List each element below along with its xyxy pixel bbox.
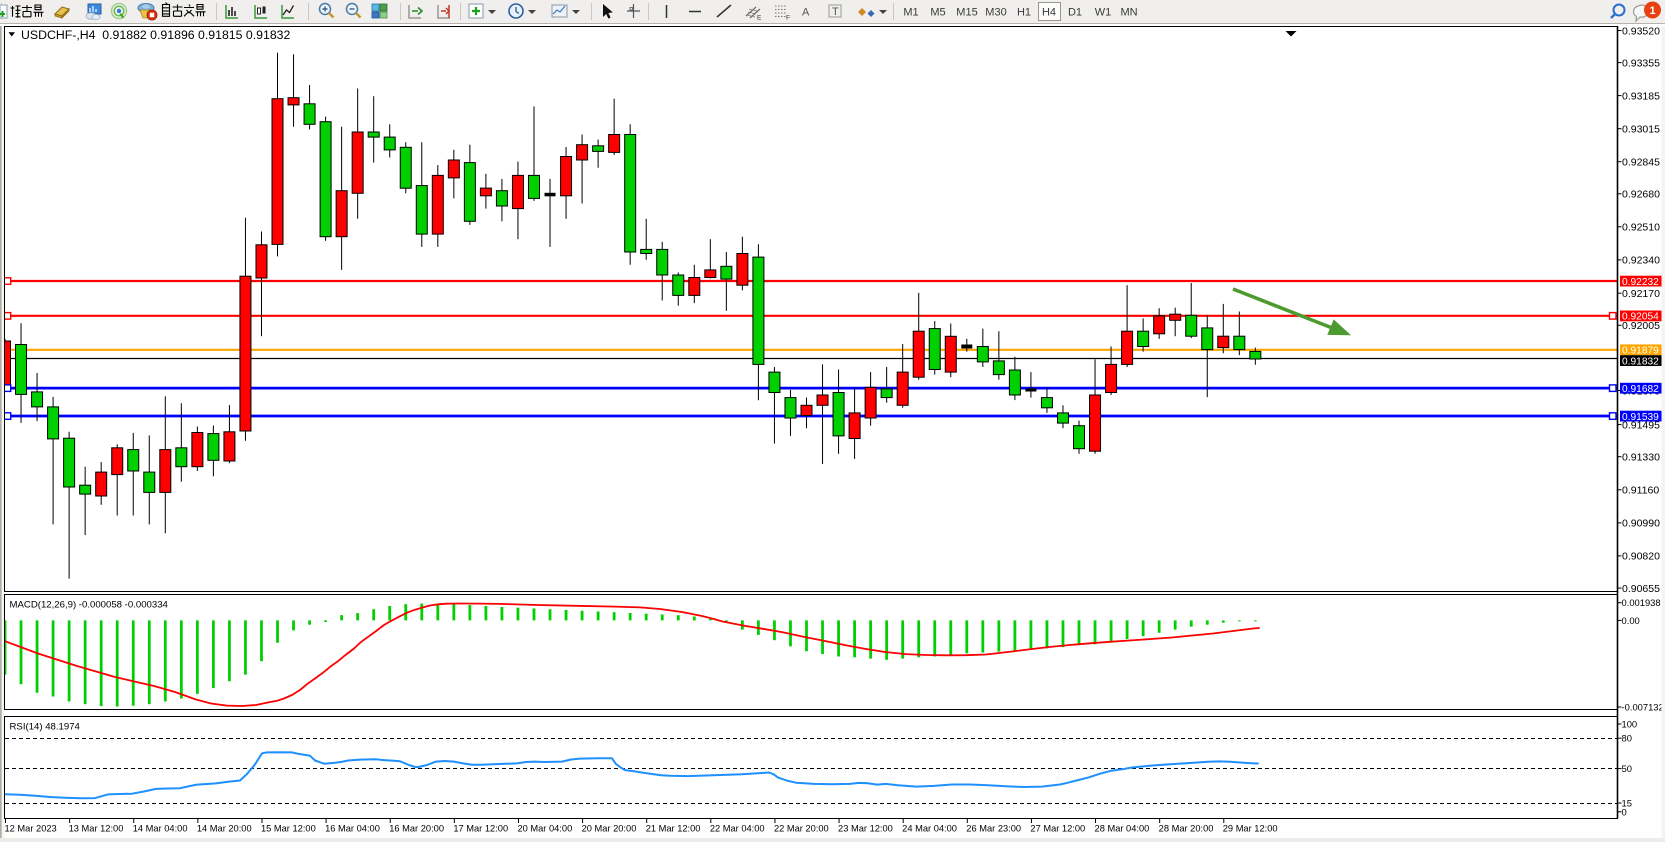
- svg-text:0.91832: 0.91832: [1622, 356, 1659, 367]
- svg-text:21 Mar 12:00: 21 Mar 12:00: [646, 824, 701, 834]
- svg-text:0.92005: 0.92005: [1622, 320, 1660, 332]
- svg-text:M15: M15: [956, 7, 977, 19]
- svg-text:0.92232: 0.92232: [1622, 277, 1659, 288]
- svg-text:H4: H4: [1042, 7, 1056, 19]
- svg-text:100: 100: [1622, 719, 1638, 730]
- svg-text:0: 0: [1622, 806, 1627, 817]
- svg-text:0.92680: 0.92680: [1622, 189, 1660, 201]
- svg-text:0.92340: 0.92340: [1622, 255, 1660, 267]
- svg-text:RSI(14) 48.1974: RSI(14) 48.1974: [10, 722, 81, 733]
- svg-text:0.91330: 0.91330: [1622, 452, 1660, 464]
- svg-text:0.90655: 0.90655: [1622, 583, 1660, 595]
- svg-text:W1: W1: [1095, 7, 1112, 19]
- svg-text:E: E: [757, 15, 762, 22]
- svg-text:0.001938: 0.001938: [1622, 597, 1661, 608]
- svg-text:13 Mar 12:00: 13 Mar 12:00: [69, 824, 124, 834]
- svg-text:0.93355: 0.93355: [1622, 57, 1660, 69]
- svg-text:12 Mar 2023: 12 Mar 2023: [5, 824, 57, 834]
- svg-text:0.93520: 0.93520: [1622, 25, 1660, 37]
- svg-text:M1: M1: [903, 7, 918, 19]
- svg-text:A: A: [802, 7, 810, 19]
- svg-text:23 Mar 12:00: 23 Mar 12:00: [838, 824, 893, 834]
- svg-text:0.93015: 0.93015: [1622, 124, 1660, 136]
- svg-text:USDCHF-,H4 0.91882 0.91896 0.: USDCHF-,H4 0.91882 0.91896 0.91815 0.918…: [21, 28, 291, 42]
- svg-text:1: 1: [1649, 5, 1655, 17]
- svg-text:50: 50: [1622, 763, 1632, 774]
- svg-text:M5: M5: [930, 7, 945, 19]
- svg-text:F: F: [786, 15, 790, 22]
- svg-text:80: 80: [1622, 733, 1632, 744]
- svg-text:0.92845: 0.92845: [1622, 157, 1660, 169]
- svg-text:17 Mar 12:00: 17 Mar 12:00: [453, 824, 508, 834]
- svg-text:28 Mar 04:00: 28 Mar 04:00: [1095, 824, 1150, 834]
- svg-text:D1: D1: [1068, 7, 1082, 19]
- svg-text:15: 15: [1622, 798, 1632, 809]
- svg-text:26 Mar 23:00: 26 Mar 23:00: [966, 824, 1021, 834]
- svg-text:0.90990: 0.90990: [1622, 518, 1660, 530]
- svg-text:0.92054: 0.92054: [1622, 312, 1659, 323]
- svg-text:22 Mar 20:00: 22 Mar 20:00: [774, 824, 829, 834]
- svg-text:0.91160: 0.91160: [1622, 485, 1659, 497]
- svg-text:0.91879: 0.91879: [1622, 346, 1659, 357]
- svg-text:28 Mar 20:00: 28 Mar 20:00: [1159, 824, 1214, 834]
- svg-text:24 Mar 04:00: 24 Mar 04:00: [902, 824, 957, 834]
- svg-text:0.90820: 0.90820: [1622, 551, 1660, 563]
- svg-text:MACD(12,26,9) -0.000058 -0.000: MACD(12,26,9) -0.000058 -0.000334: [10, 600, 169, 611]
- svg-text:0.91539: 0.91539: [1622, 412, 1659, 423]
- svg-text:0.92170: 0.92170: [1622, 288, 1660, 300]
- svg-text:T: T: [832, 6, 839, 18]
- svg-text:22 Mar 04:00: 22 Mar 04:00: [710, 824, 765, 834]
- svg-text:27 Mar 12:00: 27 Mar 12:00: [1030, 824, 1085, 834]
- svg-text:-0.007132: -0.007132: [1622, 702, 1664, 713]
- svg-text:0.91495: 0.91495: [1622, 419, 1660, 431]
- svg-text:15 Mar 12:00: 15 Mar 12:00: [261, 824, 316, 834]
- svg-text:0.92510: 0.92510: [1622, 222, 1660, 234]
- svg-text:H1: H1: [1017, 7, 1031, 19]
- svg-text:20 Mar 20:00: 20 Mar 20:00: [582, 824, 637, 834]
- svg-text:20 Mar 04:00: 20 Mar 04:00: [517, 824, 572, 834]
- svg-text:0.00: 0.00: [1622, 615, 1640, 626]
- svg-text:0.93185: 0.93185: [1622, 90, 1660, 102]
- svg-text:M30: M30: [985, 7, 1006, 19]
- svg-text:0.91682: 0.91682: [1622, 384, 1659, 395]
- svg-text:16 Mar 20:00: 16 Mar 20:00: [389, 824, 444, 834]
- svg-text:14 Mar 04:00: 14 Mar 04:00: [133, 824, 188, 834]
- svg-text:29 Mar 12:00: 29 Mar 12:00: [1223, 824, 1278, 834]
- svg-text:MN: MN: [1120, 7, 1137, 19]
- svg-text:14 Mar 20:00: 14 Mar 20:00: [197, 824, 252, 834]
- svg-text:16 Mar 04:00: 16 Mar 04:00: [325, 824, 380, 834]
